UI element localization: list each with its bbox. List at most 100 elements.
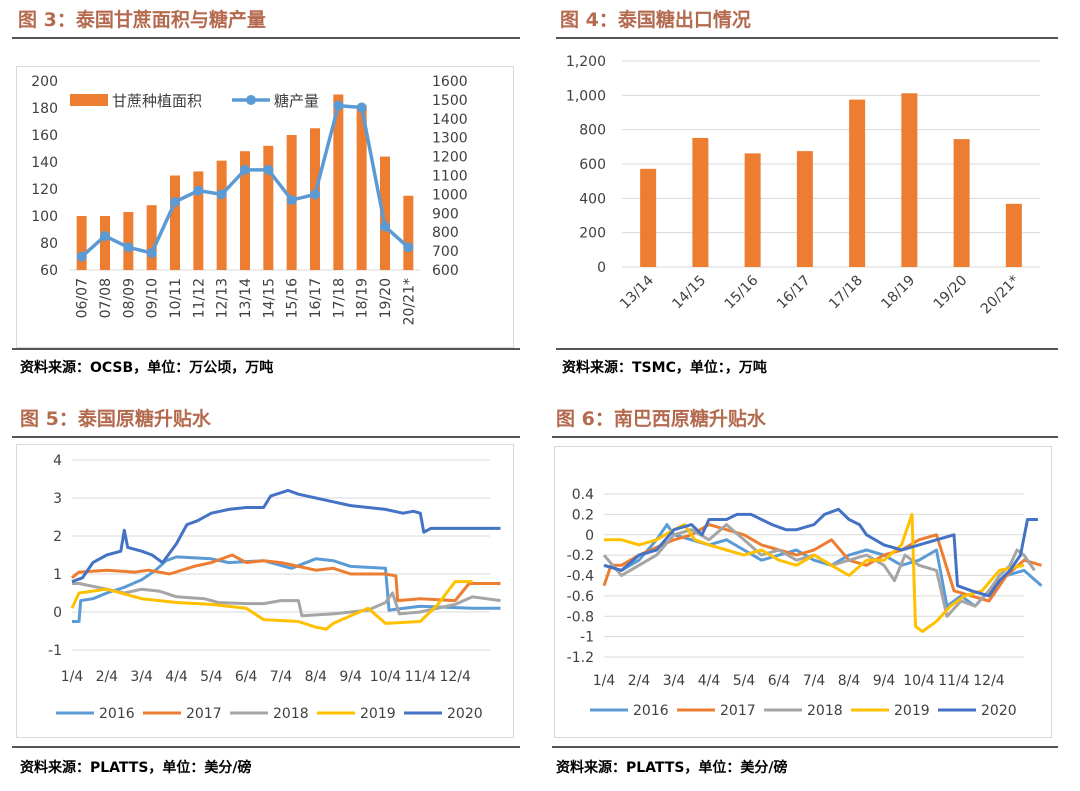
sugar-output-point-17/18 <box>333 100 344 111</box>
y-tick-label: 4 <box>53 453 62 469</box>
y-tick-label: -0.8 <box>567 609 594 625</box>
x-tick-label: 8/4 <box>305 669 328 685</box>
sugar-output-point-16/17 <box>310 189 320 200</box>
legend-label-2019: 2019 <box>360 706 396 722</box>
x-tick-label: 9/4 <box>873 673 896 689</box>
sugar-output-point-19/20 <box>380 221 390 232</box>
series-line-2019 <box>604 512 1025 633</box>
bar-12/13 <box>216 160 227 270</box>
y-tick-label: 60 <box>40 263 58 279</box>
y-tick-label: 1,000 <box>566 88 606 104</box>
figure-4-title: 图 4：泰国糖出口情况 <box>560 9 751 31</box>
sugar-output-point-12/13 <box>216 189 227 200</box>
x-tick-label: 4/4 <box>698 673 721 689</box>
x-tick-label: 7/4 <box>803 673 826 689</box>
sugar-output-point-06/07 <box>76 251 87 262</box>
y-tick-label: 100 <box>31 209 58 225</box>
x-tick-label: 10/4 <box>903 673 935 689</box>
x-tick-label: 12/4 <box>439 669 471 685</box>
x-tick-label: 16/17 <box>774 273 814 313</box>
x-tick-label: 18/19 <box>355 278 371 318</box>
sugar-output-point-10/11 <box>170 196 180 207</box>
x-tick-label: 15/16 <box>722 272 762 312</box>
x-tick-label: 5/4 <box>733 673 756 689</box>
x-tick-label: 19/20 <box>931 273 971 313</box>
y2-tick-label: 1200 <box>432 150 468 166</box>
bar-14/15 <box>263 145 274 270</box>
bar-13/14 <box>640 168 657 267</box>
y-tick-label: 180 <box>31 101 58 117</box>
y2-tick-label: 1000 <box>432 187 468 203</box>
y-tick-label: 160 <box>31 128 58 144</box>
bar-18/19 <box>356 105 367 270</box>
legend-label-2020: 2020 <box>447 706 483 722</box>
bar-08/09 <box>123 211 134 270</box>
x-tick-label: 12/13 <box>215 278 231 318</box>
y-tick-label: -0.4 <box>567 569 594 585</box>
bar-19/20 <box>380 156 390 270</box>
x-tick-label: 13/14 <box>238 278 254 318</box>
source-rule <box>552 746 1058 748</box>
x-tick-label: 08/09 <box>121 278 137 318</box>
y-tick-label: 600 <box>579 157 606 173</box>
y2-tick-label: 800 <box>432 225 459 241</box>
legend-label-2018: 2018 <box>273 706 309 722</box>
x-tick-label: 10/4 <box>370 669 402 685</box>
x-tick-label: 10/11 <box>168 278 184 318</box>
sugar-output-point-20/21* <box>403 242 414 253</box>
figure-6-title: 图 6：南巴西原糖升贴水 <box>556 408 766 430</box>
y2-tick-label: 1300 <box>432 131 468 147</box>
x-tick-label: 13/14 <box>617 272 657 312</box>
x-tick-label: 11/4 <box>938 673 970 689</box>
x-tick-label: 2/4 <box>96 669 119 685</box>
sugar-output-point-07/08 <box>100 230 110 241</box>
legend-label-2017: 2017 <box>186 706 222 722</box>
x-tick-label: 18/19 <box>878 273 918 313</box>
y-tick-label: 120 <box>31 182 58 198</box>
y-tick-label: -0.6 <box>567 589 594 605</box>
y-tick-label: 0.4 <box>572 487 594 503</box>
title-rule <box>12 436 520 438</box>
y2-tick-label: 1500 <box>432 93 468 109</box>
bar-19/20 <box>953 139 970 267</box>
bar-13/14 <box>240 151 250 270</box>
sugar-output-point-14/15 <box>263 164 274 175</box>
y-tick-label: 200 <box>31 74 58 90</box>
series-line-2020 <box>71 488 501 584</box>
y-tick-label: 800 <box>579 123 606 139</box>
series-line-2017 <box>71 553 501 603</box>
y-tick-label: 1,200 <box>566 54 606 70</box>
legend-label-2017: 2017 <box>720 703 756 719</box>
y-tick-label: 140 <box>31 155 58 171</box>
y-tick-label: -1 <box>580 630 594 646</box>
source-rule <box>556 348 1058 350</box>
bar-10/11 <box>170 175 180 270</box>
legend-label-output: 糖产量 <box>274 92 319 110</box>
legend-label-2016: 2016 <box>633 703 669 719</box>
legend-label-2020: 2020 <box>981 703 1017 719</box>
y2-tick-label: 1100 <box>432 169 468 185</box>
y2-tick-label: 1400 <box>432 112 468 128</box>
x-tick-label: 3/4 <box>663 673 686 689</box>
x-tick-label: 11/12 <box>191 278 207 318</box>
chart-frame <box>554 446 1052 738</box>
bar-09/10 <box>146 205 157 270</box>
x-tick-label: 4/4 <box>165 669 188 685</box>
series-line-2019 <box>70 580 473 631</box>
title-rule <box>556 37 1058 39</box>
title-rule <box>552 436 1058 438</box>
y-tick-label: -1 <box>48 643 62 659</box>
legend-label-2019: 2019 <box>894 703 930 719</box>
x-tick-label: 6/4 <box>768 673 791 689</box>
bar-20/21* <box>403 195 414 270</box>
y-tick-label: -1.2 <box>567 650 594 666</box>
x-tick-label: 9/4 <box>339 669 362 685</box>
bar-17/18 <box>333 94 344 270</box>
x-tick-label: 7/4 <box>270 669 293 685</box>
x-tick-label: 12/4 <box>973 673 1005 689</box>
y-tick-label: 0 <box>597 260 606 276</box>
bar-17/18 <box>849 99 866 267</box>
sugar-output-point-09/10 <box>146 247 157 258</box>
bar-20/21* <box>1005 203 1022 267</box>
x-tick-label: 19/20 <box>378 278 394 318</box>
